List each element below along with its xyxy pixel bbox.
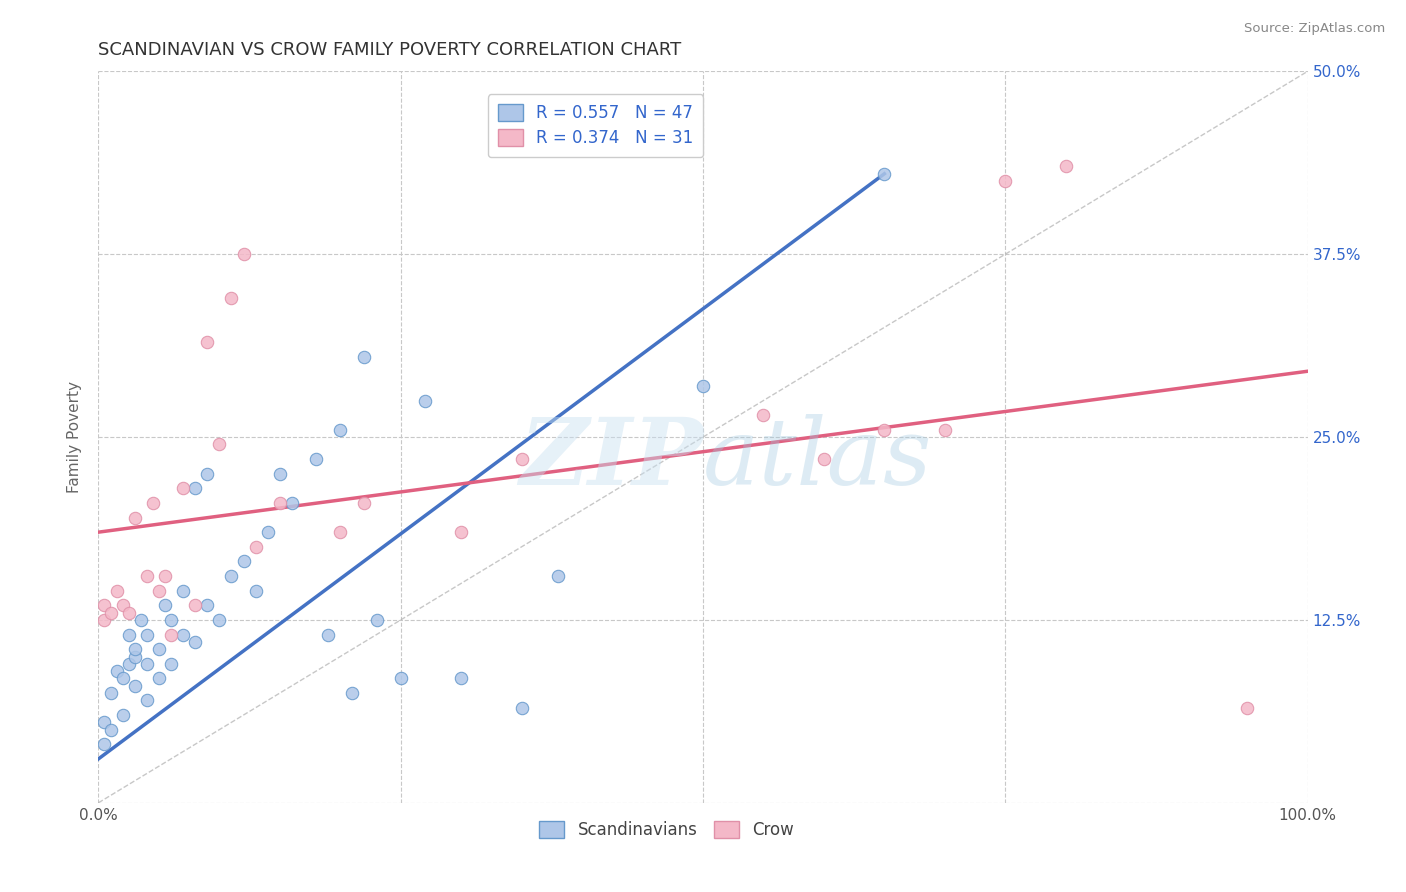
Point [93,715,115,730]
Point [450,672,472,686]
Point [1236,700,1258,714]
Point [195,599,218,613]
Y-axis label: Family Poverty: Family Poverty [67,381,83,493]
Point [256,525,278,540]
Point [329,423,352,437]
Point [100,686,122,700]
Point [195,467,218,481]
Point [124,510,146,524]
Point [135,693,157,707]
Point [172,583,194,598]
Point [389,672,412,686]
Point [93,599,115,613]
Point [305,452,328,467]
Point [148,583,170,598]
Point [93,613,115,627]
Point [873,167,896,181]
Point [111,599,134,613]
Point [353,350,375,364]
Point [1054,160,1077,174]
Text: SCANDINAVIAN VS CROW FAMILY POVERTY CORRELATION CHART: SCANDINAVIAN VS CROW FAMILY POVERTY CORR… [98,41,682,59]
Point [172,627,194,641]
Point [269,467,291,481]
Point [329,525,352,540]
Point [752,408,775,422]
Point [281,496,304,510]
Point [184,481,207,495]
Point [111,672,134,686]
Text: atlas: atlas [703,414,932,504]
Point [142,496,165,510]
Point [413,393,436,408]
Point [135,657,157,671]
Point [100,606,122,620]
Point [353,496,375,510]
Point [160,657,183,671]
Point [111,708,134,723]
Point [124,649,146,664]
Point [148,642,170,657]
Point [105,583,128,598]
Point [124,679,146,693]
Point [160,627,183,641]
Point [208,437,231,451]
Point [342,686,364,700]
Point [153,569,176,583]
Point [316,627,339,641]
Point [221,291,243,305]
Point [172,481,194,495]
Point [366,613,388,627]
Point [118,606,141,620]
Point [232,247,254,261]
Point [184,599,207,613]
Point [135,569,157,583]
Point [934,423,956,437]
Point [160,613,183,627]
Point [124,642,146,657]
Point [208,613,231,627]
Point [195,334,218,349]
Point [129,613,152,627]
Point [232,554,254,568]
Point [510,452,533,467]
Text: ZIP: ZIP [519,414,703,504]
Point [221,569,243,583]
Point [245,540,267,554]
Point [994,174,1017,188]
Point [105,664,128,678]
Point [118,627,141,641]
Text: Source: ZipAtlas.com: Source: ZipAtlas.com [1244,22,1385,36]
Legend: Scandinavians, Crow: Scandinavians, Crow [533,814,801,846]
Point [510,700,533,714]
Point [184,635,207,649]
Point [245,583,267,598]
Point [118,657,141,671]
Point [135,627,157,641]
Point [813,452,835,467]
Point [148,672,170,686]
Point [547,569,569,583]
Point [100,723,122,737]
Point [450,525,472,540]
Point [692,379,714,393]
Point [269,496,291,510]
Point [873,423,896,437]
Point [153,599,176,613]
Point [93,737,115,751]
